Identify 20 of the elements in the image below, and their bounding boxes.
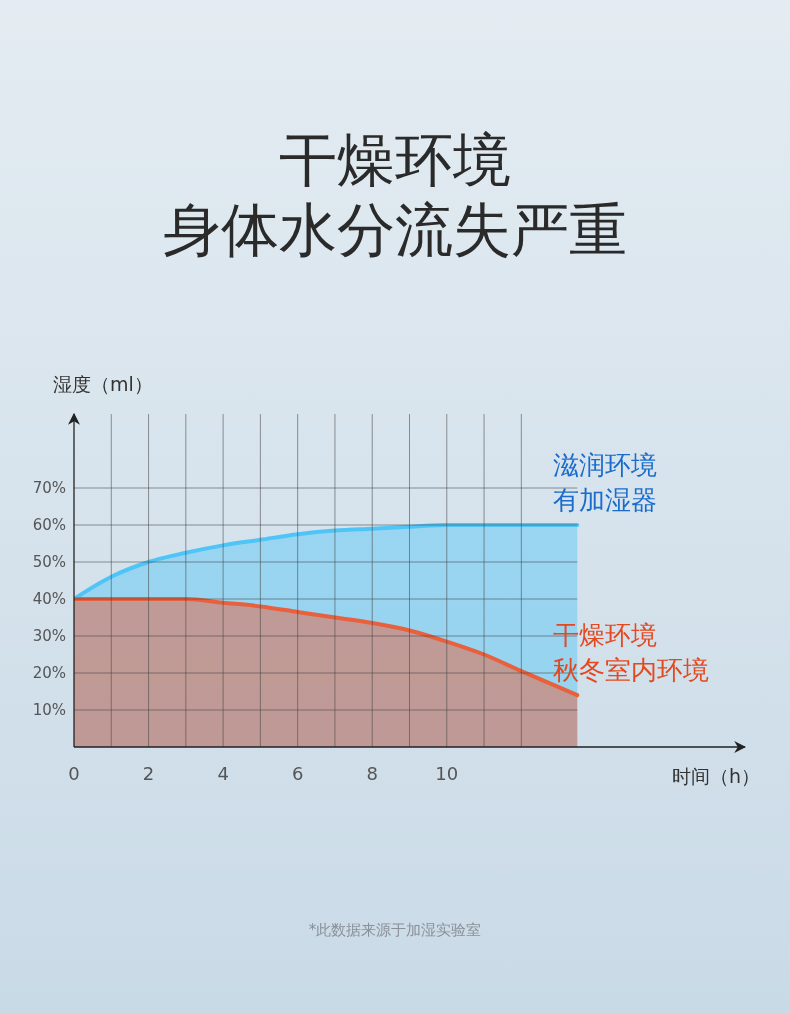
x-tick-label: 4 [217,762,229,784]
y-axis-title: 湿度（ml） [53,373,153,395]
chart-title: 干燥环境 [278,125,512,195]
y-tick-label: 10% [32,701,66,720]
y-tick-label: 40% [32,590,66,609]
series-label: 干燥环境秋冬室内环境 [553,620,710,686]
y-tick-label: 30% [32,627,66,646]
series-label: 滋润环境有加湿器 [553,450,658,515]
x-tick-label: 10 [435,762,459,784]
x-tick-label: 2 [142,762,155,784]
x-tick-label: 8 [366,762,378,784]
x-axis-title: 时间（h） [671,765,760,787]
y-tick-label: 20% [32,664,66,683]
chart-subtitle: 身体水分流失严重 [162,195,628,265]
x-tick-label: 0 [68,762,80,784]
y-tick-label: 70% [32,479,66,498]
y-tick-label: 60% [32,516,66,535]
x-tick-label: 6 [291,762,304,784]
text: *此数据来源于加湿实验室 [307,920,483,940]
y-tick-label: 50% [32,553,66,572]
